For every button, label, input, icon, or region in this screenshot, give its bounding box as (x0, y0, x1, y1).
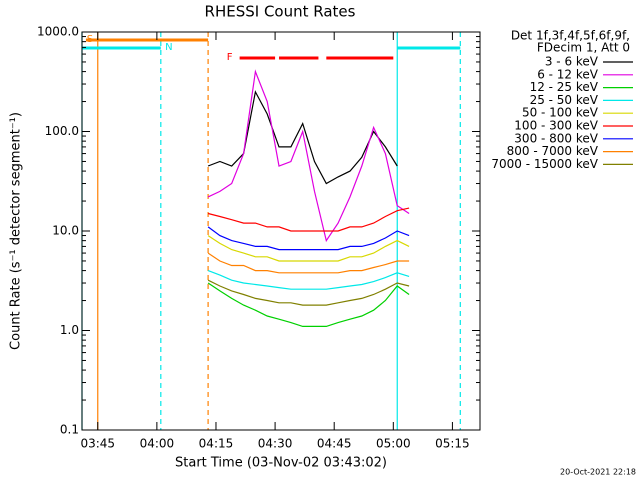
x-tick-label: 04:15 (199, 437, 234, 451)
y-tick-label: 100.0 (45, 124, 79, 138)
legend-label: 12 - 25 keV (530, 80, 599, 94)
interval-label: N (165, 42, 172, 53)
y-tick-label: 0.1 (60, 423, 79, 437)
y-axis-label: Count Rate (s⁻¹ detector segment⁻¹) (9, 112, 24, 350)
x-tick-label: 05:15 (435, 437, 470, 451)
x-tick-label: 04:30 (258, 437, 293, 451)
legend-label: 100 - 300 keV (514, 119, 598, 133)
legend-label: 50 - 100 keV (522, 106, 599, 120)
legend-title: FDecim 1, Att 0 (537, 41, 630, 55)
interval-label: F (227, 52, 233, 63)
series-line (207, 279, 410, 306)
series-line (207, 90, 398, 185)
series-line (207, 207, 410, 232)
series-line (207, 282, 410, 327)
y-tick-label: 10.0 (52, 224, 79, 238)
x-tick-label: 03:45 (80, 437, 115, 451)
footer: 20-Oct-2021 22:18 (560, 468, 636, 477)
interval-label: S (87, 34, 93, 45)
legend-label: 300 - 800 keV (514, 131, 598, 145)
legend-title: Det 1f,3f,4f,5f,6f,9f, (511, 29, 630, 43)
series-line (207, 235, 410, 262)
x-axis-label: Start Time (03-Nov-02 03:43:02) (175, 456, 387, 471)
x-tick-label: 04:00 (140, 437, 175, 451)
series-line (207, 270, 410, 290)
legend-label: 6 - 12 keV (537, 67, 599, 81)
legend-label: 25 - 50 keV (530, 93, 599, 107)
series-line (207, 226, 410, 251)
legend-label: 800 - 7000 keV (507, 144, 599, 158)
legend-label: 7000 - 15000 keV (491, 157, 598, 171)
chart-title: RHESSI Count Rates (205, 3, 356, 21)
x-tick-label: 04:45 (317, 437, 352, 451)
legend-label: 3 - 6 keV (545, 55, 599, 69)
y-tick-label: 1000.0 (37, 25, 79, 39)
series-line (207, 69, 410, 243)
x-tick-label: 05:00 (376, 437, 411, 451)
series-line (207, 252, 410, 274)
y-tick-label: 1.0 (60, 323, 79, 337)
